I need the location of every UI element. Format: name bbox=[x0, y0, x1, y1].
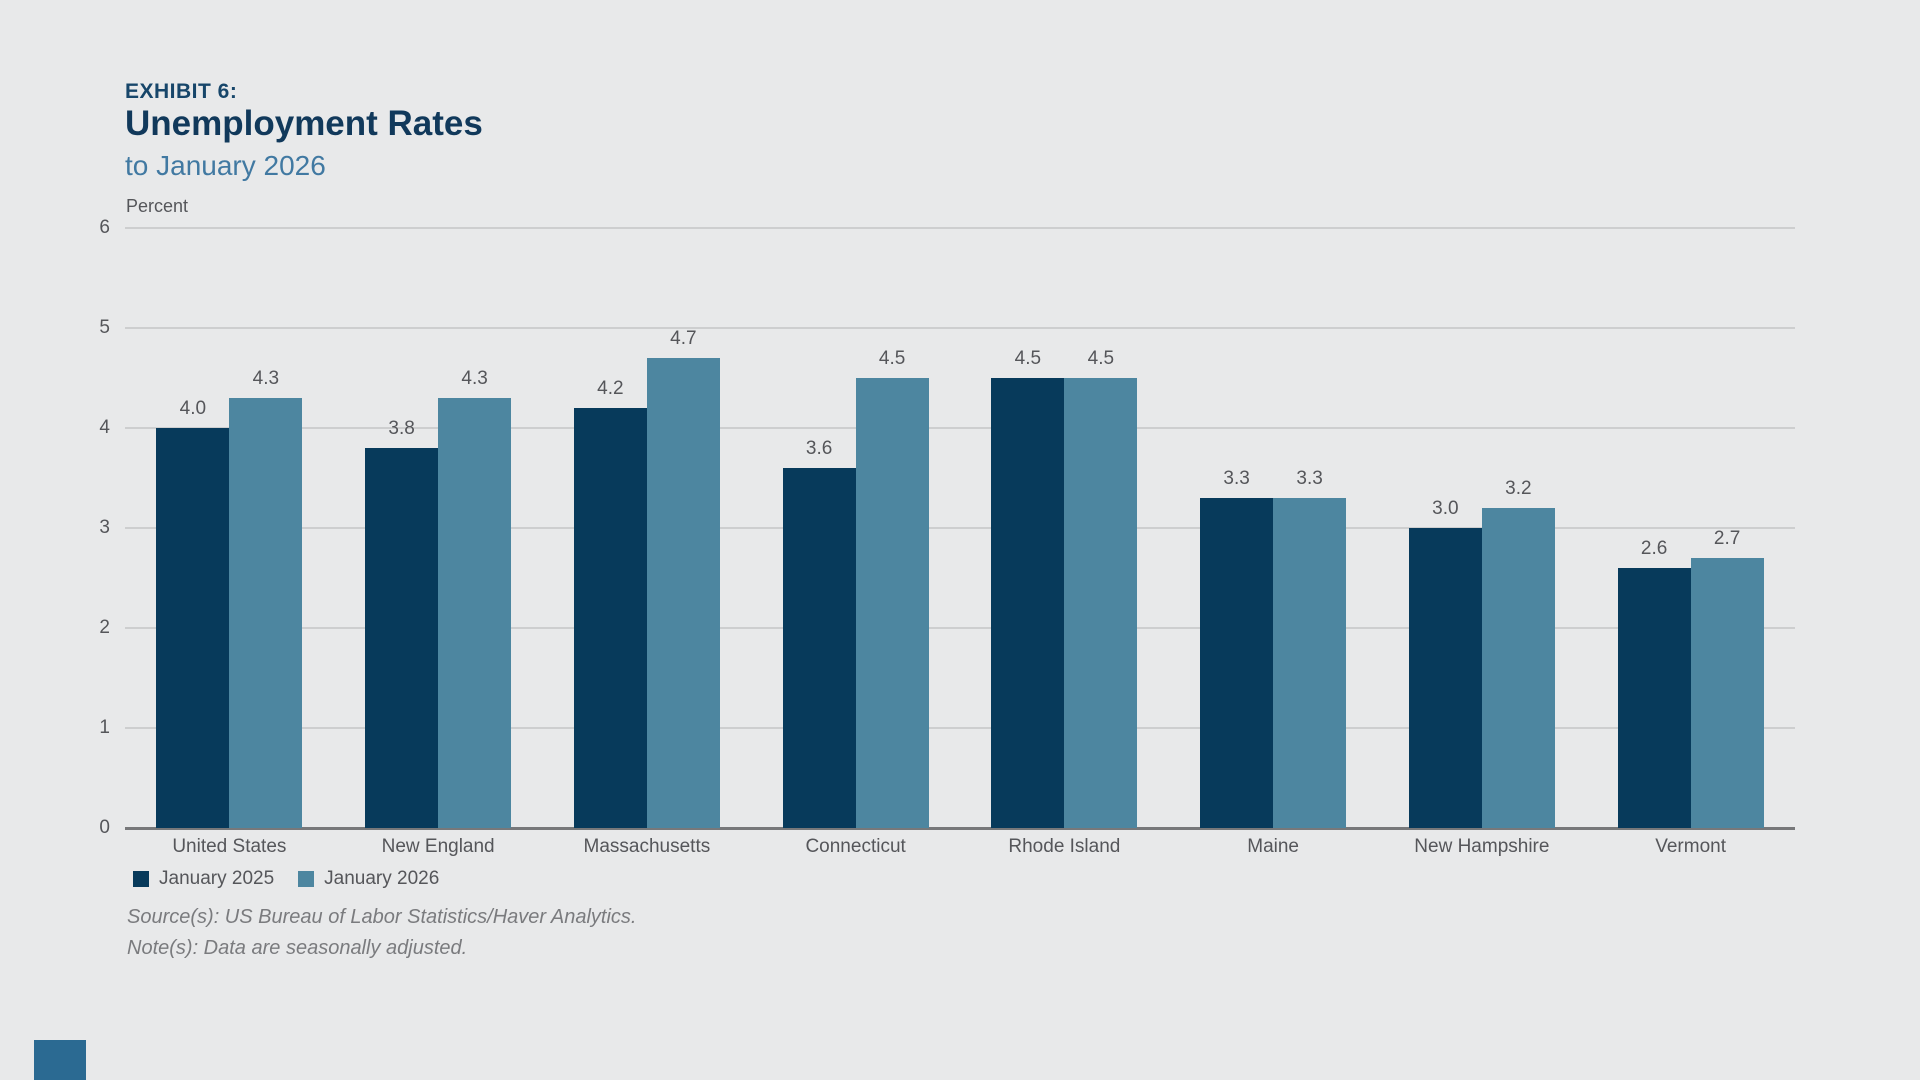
y-axis-tick-label: 5 bbox=[99, 317, 110, 338]
bar-jan2026 bbox=[1064, 378, 1138, 828]
bar-jan2026 bbox=[646, 358, 720, 828]
bar-value-label: 4.7 bbox=[670, 328, 697, 349]
y-axis-tick-label: 0 bbox=[99, 817, 110, 838]
gridline bbox=[125, 727, 1795, 729]
bar-jan2025 bbox=[573, 408, 647, 828]
bar-jan2026 bbox=[229, 398, 303, 828]
bar-value-label: 4.5 bbox=[878, 348, 906, 369]
data-note: Note(s): Data are seasonally adjusted. bbox=[127, 937, 468, 959]
bar-jan2025 bbox=[991, 378, 1065, 828]
gridline bbox=[125, 227, 1795, 229]
bar-jan2025 bbox=[365, 448, 439, 828]
bar-value-label: 4.3 bbox=[252, 368, 280, 389]
x-axis-category-label: Maine bbox=[1247, 836, 1299, 857]
bar-value-label: 3.8 bbox=[388, 418, 415, 439]
bar-value-label: 2.7 bbox=[1713, 528, 1741, 549]
y-axis-tick-label: 6 bbox=[99, 217, 110, 238]
x-axis-category-label: Rhode Island bbox=[1008, 836, 1121, 857]
x-axis-category-label: Connecticut bbox=[805, 836, 906, 857]
x-axis-category-label: New England bbox=[381, 836, 495, 857]
bar-jan2026 bbox=[1481, 508, 1555, 828]
bar-value-label: 4.5 bbox=[1087, 348, 1115, 369]
x-axis-line bbox=[125, 827, 1795, 830]
gridline bbox=[125, 627, 1795, 629]
bar-jan2025 bbox=[156, 428, 230, 828]
gridline bbox=[125, 527, 1795, 529]
bar-value-label: 4.0 bbox=[179, 398, 207, 419]
legend-swatch bbox=[133, 871, 149, 887]
legend-label: January 2026 bbox=[324, 868, 440, 889]
exhibit-label: EXHIBIT 6: bbox=[125, 80, 238, 103]
bar-jan2026 bbox=[438, 398, 512, 828]
y-axis-unit-label: Percent bbox=[126, 196, 189, 216]
legend-item: January 2026 bbox=[298, 868, 439, 890]
y-axis-tick-label: 2 bbox=[99, 617, 110, 638]
brand-corner-square bbox=[34, 1040, 86, 1080]
gridline bbox=[125, 327, 1795, 329]
bar-jan2025 bbox=[1617, 568, 1691, 828]
bar-jan2026 bbox=[855, 378, 929, 828]
source-note: Source(s): US Bureau of Labor Statistics… bbox=[127, 906, 637, 928]
chart-subtitle: to January 2026 bbox=[125, 150, 326, 181]
y-axis-tick-label: 3 bbox=[99, 517, 110, 538]
bar-value-label: 3.6 bbox=[805, 438, 833, 459]
bar-value-label: 3.0 bbox=[1432, 498, 1459, 519]
legend: January 2025 January 2026 bbox=[133, 868, 439, 890]
bar-value-label: 2.6 bbox=[1640, 538, 1668, 559]
bar-jan2025 bbox=[1408, 528, 1482, 828]
bar-value-label: 3.3 bbox=[1223, 468, 1250, 489]
bar-jan2026 bbox=[1273, 498, 1347, 828]
y-axis-tick-label: 1 bbox=[99, 717, 110, 738]
bar-jan2026 bbox=[1690, 558, 1764, 828]
x-axis-category-label: New Hampshire bbox=[1414, 836, 1550, 857]
bar-jan2025 bbox=[782, 468, 856, 828]
bar-jan2025 bbox=[1200, 498, 1274, 828]
bar-value-label: 4.2 bbox=[597, 378, 624, 399]
legend-item: January 2025 bbox=[133, 868, 274, 890]
bar-value-label: 4.3 bbox=[461, 368, 488, 389]
chart-title: Unemployment Rates bbox=[125, 104, 483, 143]
y-axis-tick-label: 4 bbox=[99, 417, 110, 438]
x-axis-category-label: Vermont bbox=[1655, 836, 1726, 857]
x-axis-category-label: United States bbox=[172, 836, 287, 857]
bar-value-label: 4.5 bbox=[1014, 348, 1042, 369]
gridline bbox=[125, 427, 1795, 429]
bar-value-label: 3.2 bbox=[1505, 478, 1532, 499]
x-axis-category-label: Massachusetts bbox=[583, 836, 711, 857]
legend-swatch bbox=[298, 871, 315, 887]
legend-label: January 2025 bbox=[159, 868, 275, 889]
bar-value-label: 3.3 bbox=[1296, 468, 1323, 489]
